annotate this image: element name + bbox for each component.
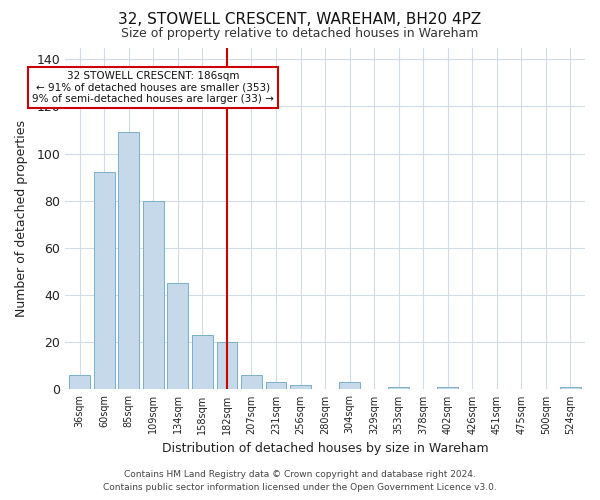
Text: Contains HM Land Registry data © Crown copyright and database right 2024.
Contai: Contains HM Land Registry data © Crown c… [103, 470, 497, 492]
Bar [290, 384, 311, 390]
Bar [167, 284, 188, 390]
Bar [192, 335, 213, 390]
Bar [143, 201, 164, 390]
Bar [241, 376, 262, 390]
Bar [118, 132, 139, 390]
Bar [339, 382, 360, 390]
Bar [217, 342, 238, 390]
Y-axis label: Number of detached properties: Number of detached properties [15, 120, 28, 317]
Bar [266, 382, 286, 390]
Bar [388, 387, 409, 390]
Bar [560, 387, 581, 390]
X-axis label: Distribution of detached houses by size in Wareham: Distribution of detached houses by size … [162, 442, 488, 455]
Text: 32, STOWELL CRESCENT, WAREHAM, BH20 4PZ: 32, STOWELL CRESCENT, WAREHAM, BH20 4PZ [118, 12, 482, 28]
Bar [437, 387, 458, 390]
Text: Size of property relative to detached houses in Wareham: Size of property relative to detached ho… [121, 28, 479, 40]
Text: 32 STOWELL CRESCENT: 186sqm
← 91% of detached houses are smaller (353)
9% of sem: 32 STOWELL CRESCENT: 186sqm ← 91% of det… [32, 71, 274, 104]
Bar [94, 172, 115, 390]
Bar [70, 376, 90, 390]
